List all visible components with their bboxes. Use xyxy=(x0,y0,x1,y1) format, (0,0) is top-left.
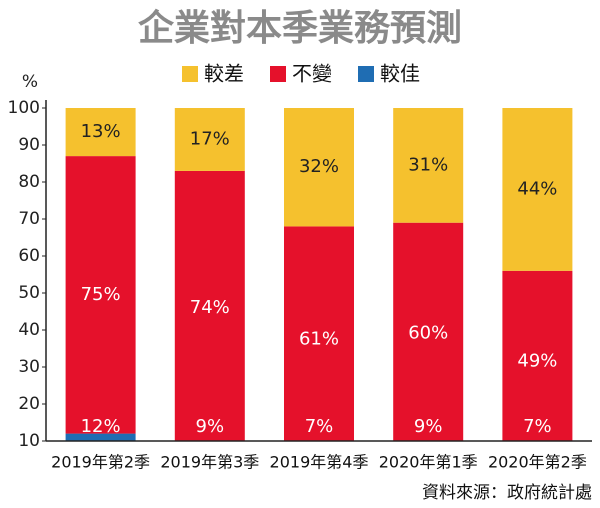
value-label: 9% xyxy=(414,416,443,437)
x-tick-label: 2020年第2季 xyxy=(488,453,587,472)
value-label: 49% xyxy=(517,350,557,371)
value-label: 7% xyxy=(523,416,552,437)
value-label: 75% xyxy=(81,284,121,305)
bar-segment xyxy=(284,108,354,227)
legend-swatch xyxy=(358,66,374,82)
value-label: 74% xyxy=(190,297,230,318)
bar-segment xyxy=(65,156,136,434)
y-tick-label: 70 xyxy=(18,209,40,229)
y-tick-label: 50 xyxy=(18,283,40,303)
value-label: 17% xyxy=(190,128,230,149)
x-tick-label: 2019年第3季 xyxy=(160,453,259,472)
value-label: 31% xyxy=(408,154,448,175)
y-axis-label: % xyxy=(22,72,38,92)
x-tick-label: 2020年第1季 xyxy=(379,453,478,472)
bar-segment xyxy=(174,108,245,171)
value-label: 61% xyxy=(299,328,339,349)
legend-swatch xyxy=(270,66,286,82)
bar-segment xyxy=(393,108,464,223)
y-tick-label: 20 xyxy=(18,394,40,414)
value-label: 7% xyxy=(305,416,334,437)
x-tick-label: 2019年第4季 xyxy=(270,453,369,472)
y-tick-label: 40 xyxy=(18,320,40,340)
value-label: 60% xyxy=(408,323,448,344)
bar-segment xyxy=(284,226,354,441)
bar-segment xyxy=(284,441,354,452)
bar-segment xyxy=(502,441,572,452)
bar-segment xyxy=(502,108,573,271)
bar-segment xyxy=(174,170,245,441)
value-label: 44% xyxy=(517,178,557,199)
x-tick-label: 2019年第2季 xyxy=(51,453,150,472)
bar-segment xyxy=(393,222,464,441)
bar-segment xyxy=(65,108,136,157)
legend-swatch xyxy=(182,66,198,82)
value-label: 9% xyxy=(196,416,225,437)
bar-segment xyxy=(65,433,136,441)
y-tick-label: 60 xyxy=(18,246,40,266)
value-label: 32% xyxy=(299,156,339,177)
y-tick-label: 80 xyxy=(18,172,40,192)
value-label: 13% xyxy=(81,121,121,142)
legend-label: 不變 xyxy=(292,62,332,86)
legend-label: 較差 xyxy=(204,62,244,86)
y-tick-label: 100 xyxy=(8,98,40,118)
plot-area xyxy=(65,108,573,452)
y-tick-label: 30 xyxy=(18,357,40,377)
source: 資料來源：政府統計處 xyxy=(422,483,592,503)
chart-title: 企業對本季業務預測 xyxy=(138,7,462,49)
bar-segment xyxy=(502,270,573,441)
y-tick-label: 90 xyxy=(18,135,40,155)
legend-label: 較佳 xyxy=(380,62,420,86)
value-label: 12% xyxy=(81,416,121,437)
y-tick-label: 10 xyxy=(18,431,40,451)
